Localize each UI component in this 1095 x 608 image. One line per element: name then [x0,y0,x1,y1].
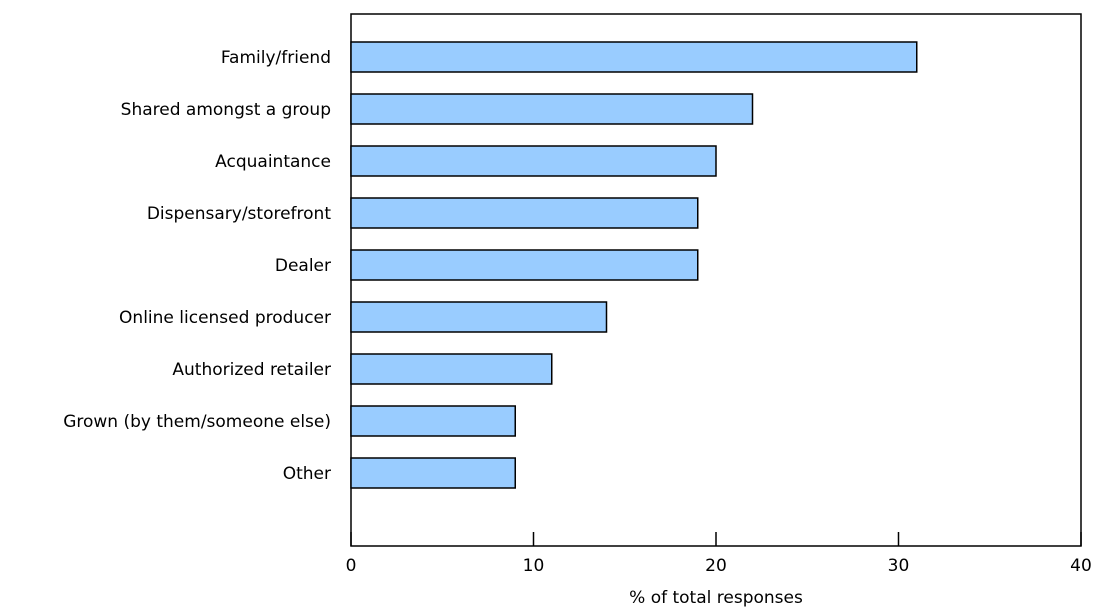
x-tick-label: 10 [523,556,545,576]
category-label: Family/friend [221,48,331,68]
category-label: Acquaintance [215,152,331,172]
bar [350,457,516,489]
x-tick-label: 30 [888,556,910,576]
category-label: Authorized retailer [172,360,331,380]
category-label: Dealer [275,256,331,276]
bar [350,301,608,333]
bar [350,93,754,125]
category-label: Other [283,464,331,484]
category-label: Online licensed producer [119,308,331,328]
category-label: Grown (by them/someone else) [63,412,331,432]
category-label: Shared amongst a group [121,100,331,120]
category-label: Dispensary/storefront [147,204,332,224]
x-axis-ticks: 0 10 20 30 40 [346,532,1092,576]
bar [350,197,699,229]
x-axis-title: % of total responses [629,588,803,608]
x-tick-label: 20 [705,556,727,576]
x-tick-label: 0 [346,556,357,576]
bars-group [350,41,918,489]
bar [350,353,553,385]
bar [350,405,516,437]
x-tick-label: 40 [1070,556,1092,576]
bar [350,41,918,73]
bar [350,249,699,281]
category-labels: Family/friend Shared amongst a group Acqua… [63,48,331,484]
bar [350,145,717,177]
